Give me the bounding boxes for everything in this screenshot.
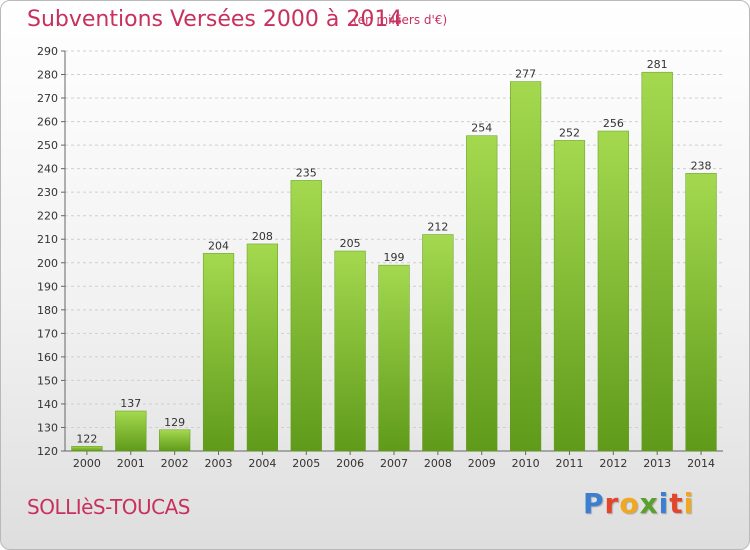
bar-value-label: 208: [252, 230, 273, 243]
bars: [71, 71, 717, 452]
bar-value-label: 277: [515, 68, 536, 81]
bar: [685, 173, 717, 452]
bar: [641, 71, 673, 452]
bar-value-label: 281: [647, 58, 668, 71]
y-tick-label: 140: [37, 398, 58, 411]
chart-title: Subventions Versées 2000 à 2014: [27, 7, 403, 32]
x-tick-label: 2000: [73, 457, 101, 470]
bar-value-label: 205: [340, 237, 361, 250]
bar: [71, 446, 103, 452]
x-tick-label: 2008: [424, 457, 452, 470]
y-tick-label: 130: [37, 421, 58, 434]
bar: [466, 135, 498, 452]
y-tick-label: 230: [37, 186, 58, 199]
x-tick-label: 2007: [380, 457, 408, 470]
bar: [290, 180, 322, 452]
bar: [334, 250, 366, 452]
data-labels: 122 137 129 204 208 235 205 199 212 254 277 252 256 2…: [76, 58, 711, 445]
y-tick-label: 210: [37, 233, 58, 246]
bar-value-label: 252: [559, 126, 580, 139]
bar-value-label: 238: [691, 159, 712, 172]
y-tick-label: 200: [37, 257, 58, 270]
y-tick-label: 220: [37, 210, 58, 223]
bar-value-label: 204: [208, 239, 229, 252]
y-tick-label: 150: [37, 374, 58, 387]
bar-value-label: 212: [427, 221, 448, 234]
bar-value-label: 256: [603, 117, 624, 130]
x-tick-label: 2006: [336, 457, 364, 470]
brand-logo: Proxiti: [583, 487, 695, 520]
bar: [159, 429, 191, 452]
bar-value-label: 199: [384, 251, 405, 264]
bar-value-label: 122: [76, 432, 97, 445]
chart-subtitle: (en milliers d'€): [353, 13, 448, 27]
x-tick-label: 2009: [468, 457, 496, 470]
bar: [246, 243, 279, 452]
commune-name: SOLLIèS-TOUCAS: [27, 495, 190, 519]
y-tick-label: 270: [37, 92, 58, 105]
y-tick-label: 290: [37, 45, 58, 58]
bar: [422, 234, 454, 452]
y-tick-label: 170: [37, 327, 58, 340]
bar-value-label: 129: [164, 416, 185, 429]
y-tick-label: 250: [37, 139, 58, 152]
x-tick-label: 2005: [292, 457, 320, 470]
axes: 120 130 140 150 160 170 180 190 200 210 220 230 240 2…: [37, 45, 723, 470]
bar-value-label: 235: [296, 166, 317, 179]
y-tick-label: 180: [37, 304, 58, 317]
y-tick-label: 120: [37, 445, 58, 458]
x-tick-label: 2014: [687, 457, 715, 470]
x-tick-label: 2011: [555, 457, 583, 470]
x-tick-label: 2010: [512, 457, 540, 470]
bar: [553, 140, 586, 452]
bar: [597, 130, 629, 452]
bar: [115, 410, 147, 452]
y-tick-label: 160: [37, 351, 58, 364]
y-tick-label: 280: [37, 69, 58, 82]
bar: [202, 253, 235, 452]
x-tick-label: 2001: [117, 457, 145, 470]
bar-value-label: 254: [471, 122, 492, 135]
x-tick-label: 2002: [161, 457, 189, 470]
x-tick-label: 2013: [643, 457, 671, 470]
y-tick-label: 190: [37, 280, 58, 293]
x-tick-label: 2004: [248, 457, 276, 470]
bar: [509, 81, 542, 452]
bar-value-label: 137: [120, 397, 141, 410]
y-tick-label: 260: [37, 116, 58, 129]
bar: [378, 264, 410, 452]
y-tick-label: 240: [37, 163, 58, 176]
x-tick-label: 2012: [599, 457, 627, 470]
x-tick-label: 2003: [205, 457, 233, 470]
